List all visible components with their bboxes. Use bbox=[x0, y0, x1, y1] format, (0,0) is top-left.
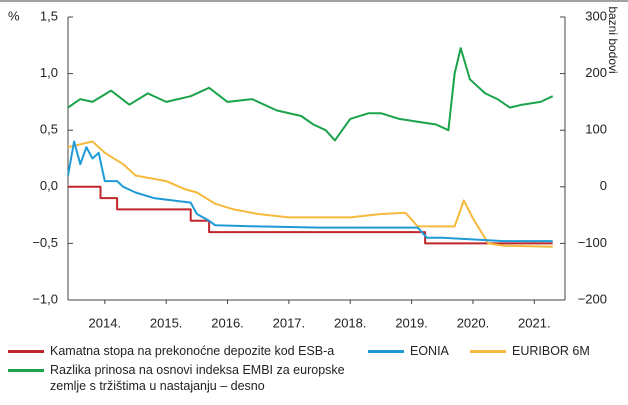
series-line bbox=[67, 140, 553, 243]
x-tick-label: 2021. bbox=[518, 315, 551, 330]
x-tick-label: 2019. bbox=[395, 315, 428, 330]
legend-label: EURIBOR 6M bbox=[512, 344, 590, 358]
x-tick-label: 2016. bbox=[211, 315, 244, 330]
legend-swatch bbox=[368, 350, 404, 353]
x-tick-label: 2017. bbox=[273, 315, 306, 330]
legend-item: Razlika prinosa na osnovi indeksa EMBI z… bbox=[8, 362, 380, 394]
series-line bbox=[67, 47, 554, 142]
legend-swatch bbox=[8, 350, 44, 353]
y-tick-label: −0,5 bbox=[32, 235, 58, 250]
y2-tick-label: 0 bbox=[600, 178, 607, 193]
legend-swatch bbox=[8, 369, 44, 372]
legend-item: EONIA bbox=[368, 343, 510, 359]
legend-label: Kamatna stopa na prekonoćne depozite kod… bbox=[50, 344, 335, 358]
y2-tick-label: 300 bbox=[585, 8, 607, 23]
y2-tick-label: 100 bbox=[585, 122, 607, 137]
x-tick-label: 2020. bbox=[457, 315, 490, 330]
y2-tick-label: 200 bbox=[585, 65, 607, 80]
y-tick-label: 1,5 bbox=[40, 8, 58, 23]
y-axis-label: % bbox=[8, 8, 20, 23]
x-tick-label: 2015. bbox=[150, 315, 183, 330]
y-tick-label: −1,0 bbox=[32, 291, 58, 306]
series-line bbox=[68, 185, 553, 245]
chart: % bazni bodovi −1,0 −0,5 0,0 0,5 1,0 1,5 −200 −… bbox=[0, 0, 628, 330]
y-tick-label: 0,5 bbox=[40, 122, 58, 137]
legend-swatch bbox=[470, 350, 506, 353]
y-tick-label: 0,0 bbox=[40, 178, 58, 193]
y-tick-label: 1,0 bbox=[40, 65, 58, 80]
y2-tick-label: −200 bbox=[578, 291, 607, 306]
x-tick-label: 2018. bbox=[334, 315, 367, 330]
legend-item: EURIBOR 6M bbox=[470, 343, 628, 359]
legend-item: Kamatna stopa na prekonoćne depozite kod… bbox=[8, 343, 400, 359]
y2-axis-label: bazni bodovi bbox=[606, 6, 620, 73]
legend-label: Razlika prinosa na osnovi indeksa EMBI z… bbox=[50, 363, 345, 393]
x-tick-label: 2014. bbox=[89, 315, 122, 330]
y2-tick-label: −100 bbox=[578, 235, 607, 250]
legend-label: EONIA bbox=[410, 344, 449, 358]
series-line bbox=[67, 140, 553, 248]
